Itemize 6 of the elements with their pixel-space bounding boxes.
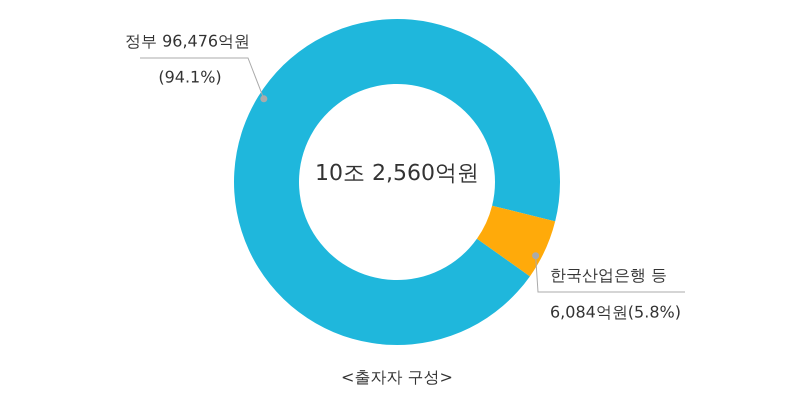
text: 6,084억원(5.8%)	[550, 302, 681, 322]
text: <출자자 구성>	[341, 367, 453, 386]
text: 10조 2,560억원	[315, 161, 479, 186]
slice-label: 정부 96,476억원	[125, 31, 250, 50]
slice-label: 한국산업은행 등	[550, 265, 668, 284]
text: (94.1%)	[158, 67, 222, 86]
